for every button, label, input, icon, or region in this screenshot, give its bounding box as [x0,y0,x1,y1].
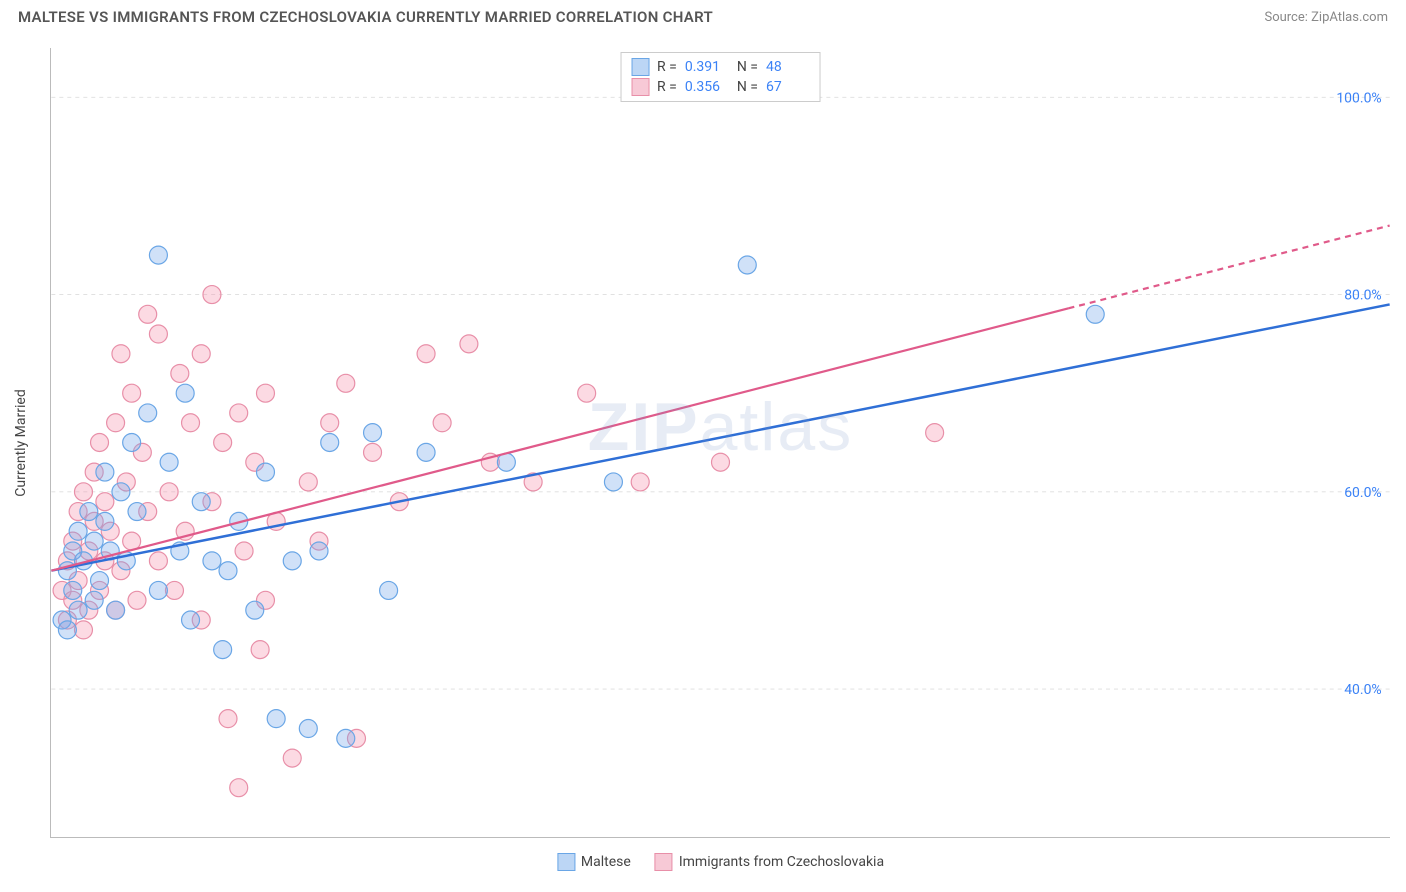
svg-text:60.0%: 60.0% [1344,485,1381,501]
legend-item-1: Immigrants from Czechoslovakia [655,853,884,871]
bottom-legend: Maltese Immigrants from Czechoslovakia [557,853,884,871]
legend-swatch-1 [655,853,673,871]
legend-label-0: Maltese [581,854,631,870]
chart-title: MALTESE VS IMMIGRANTS FROM CZECHOSLOVAKI… [18,8,713,26]
stat-n-value-1: 67 [766,79,810,95]
legend-swatch-0 [557,853,575,871]
stats-row-series-0: R = 0.391 N = 48 [631,57,810,77]
svg-text:100.0%: 100.0% [1336,90,1381,106]
stat-n-value-0: 48 [766,59,810,75]
chart-header: MALTESE VS IMMIGRANTS FROM CZECHOSLOVAKI… [0,0,1406,30]
stat-r-label: R = [657,79,677,95]
legend-item-0: Maltese [557,853,631,871]
swatch-series-0 [631,58,649,76]
plot-area: 40.0%60.0%80.0%100.0%0.0%25.0% [51,48,1390,837]
stat-n-label: N = [737,59,758,75]
stat-r-label: R = [657,59,677,75]
svg-text:80.0%: 80.0% [1344,288,1381,304]
stats-box: R = 0.391 N = 48 R = 0.356 N = 67 [620,52,821,102]
stat-n-label: N = [737,79,758,95]
stat-r-value-1: 0.356 [685,79,729,95]
swatch-series-1 [631,78,649,96]
chart-container: Currently Married 40.0%60.0%80.0%100.0%0… [50,48,1390,838]
stats-row-series-1: R = 0.356 N = 67 [631,77,810,97]
legend-label-1: Immigrants from Czechoslovakia [679,854,884,870]
stat-r-value-0: 0.391 [685,59,729,75]
chart-source: Source: ZipAtlas.com [1264,10,1388,25]
svg-text:40.0%: 40.0% [1344,682,1381,698]
y-axis-title: Currently Married [13,389,29,496]
